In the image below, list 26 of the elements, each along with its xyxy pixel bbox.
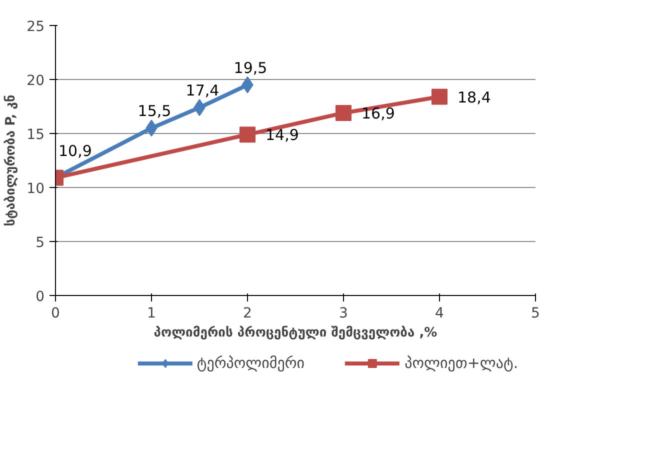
point [240,126,256,143]
data-label: 17,4 [186,82,220,100]
x-axis-title: პოლიმერის პროცენტული შემცველობა ,% [154,326,438,340]
data-label: 14,9 [266,126,299,144]
x-tick-label: 2 [243,306,252,322]
y-tick-label: 0 [36,289,45,305]
point [336,104,352,121]
y-tick-label: 20 [26,73,45,89]
data-label: 10,9 [58,142,92,160]
y-tick-label: 25 [26,19,45,35]
data-label: 18,4 [458,88,491,106]
data-label: 16,9 [362,104,395,122]
y-tick-label: 10 [26,181,45,197]
data-label: 19,5 [234,58,268,77]
x-tick-label: 3 [339,306,348,322]
data-label: 15,5 [138,102,172,120]
x-tick-label: 0 [51,306,60,322]
x-tick-label: 1 [147,306,156,322]
x-tick-label: 4 [435,306,444,322]
legend-label: პოლიეთ+ლატ. [404,353,518,373]
y-axis-title: სტაბილურობა P, კნ [4,94,19,226]
x-tick-label: 5 [531,306,540,322]
point [432,88,448,105]
y-tick-label: 5 [36,235,45,251]
legend-label: ტერპოლიმერი [196,353,305,373]
y-tick-label: 15 [26,127,45,143]
